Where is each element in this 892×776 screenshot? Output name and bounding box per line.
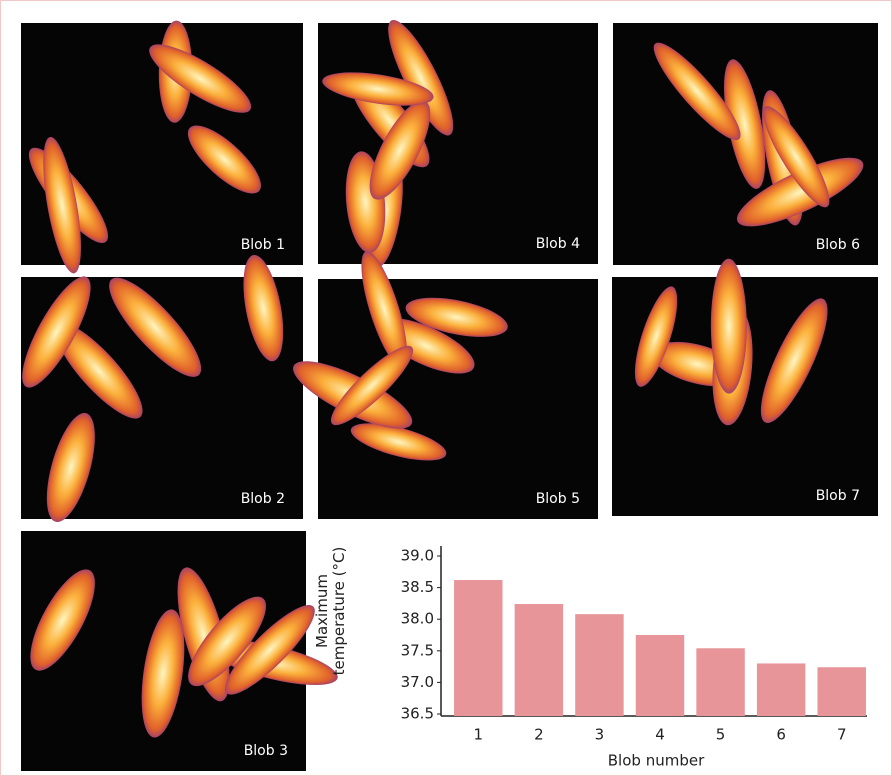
bar [757, 663, 805, 716]
x-tick-label: 2 [534, 726, 544, 744]
bar [515, 604, 563, 716]
y-tick-label: 36.5 [401, 705, 434, 723]
thermal-image: Blob 6 [613, 23, 878, 265]
bar [636, 635, 684, 716]
y-tick-label: 39.0 [401, 547, 434, 565]
x-tick-label: 7 [837, 726, 847, 744]
figure: Blob 1 Blob 4 Blob 6 Blob 2 Blob 5 Blob 7 Blob… [0, 0, 892, 776]
chart: Blob 1 Blob 4 Blob 6 Blob 2 Blob 5 Blob 7 Blob… [1, 1, 891, 775]
panel-label: Blob 3 [244, 743, 288, 759]
thermal-image: Blob 7 [612, 259, 878, 516]
bar [696, 648, 744, 716]
panel-label: Blob 5 [536, 491, 580, 507]
panel-label: Blob 1 [241, 237, 285, 253]
bar [575, 614, 623, 716]
panel-label: Blob 4 [536, 236, 580, 252]
panel-label: Blob 7 [816, 488, 860, 504]
thermal-image: Blob 5 [285, 247, 598, 519]
x-tick-label: 6 [776, 726, 786, 744]
y-axis-title: Maximum temperature (°C) [314, 536, 348, 686]
y-tick-label: 38.5 [401, 578, 434, 596]
panel-label: Blob 2 [241, 491, 285, 507]
thermal-image: Blob 4 [318, 13, 598, 269]
x-axis-title: Blob number [608, 752, 705, 770]
x-tick-label: 1 [474, 726, 484, 744]
panel-label: Blob 6 [816, 237, 860, 253]
bar [817, 667, 865, 716]
bar [454, 580, 502, 716]
y-tick-label: 37.5 [401, 641, 434, 659]
thermal-image: Blob 3 [18, 531, 342, 771]
x-tick-label: 5 [716, 726, 726, 744]
x-tick-label: 4 [655, 726, 665, 744]
y-tick-label: 37.0 [401, 673, 434, 691]
thermal-image: Blob 1 [18, 20, 303, 276]
x-tick-label: 3 [595, 726, 605, 744]
y-tick-label: 38.0 [401, 610, 434, 628]
thermal-image: Blob 2 [10, 252, 303, 527]
